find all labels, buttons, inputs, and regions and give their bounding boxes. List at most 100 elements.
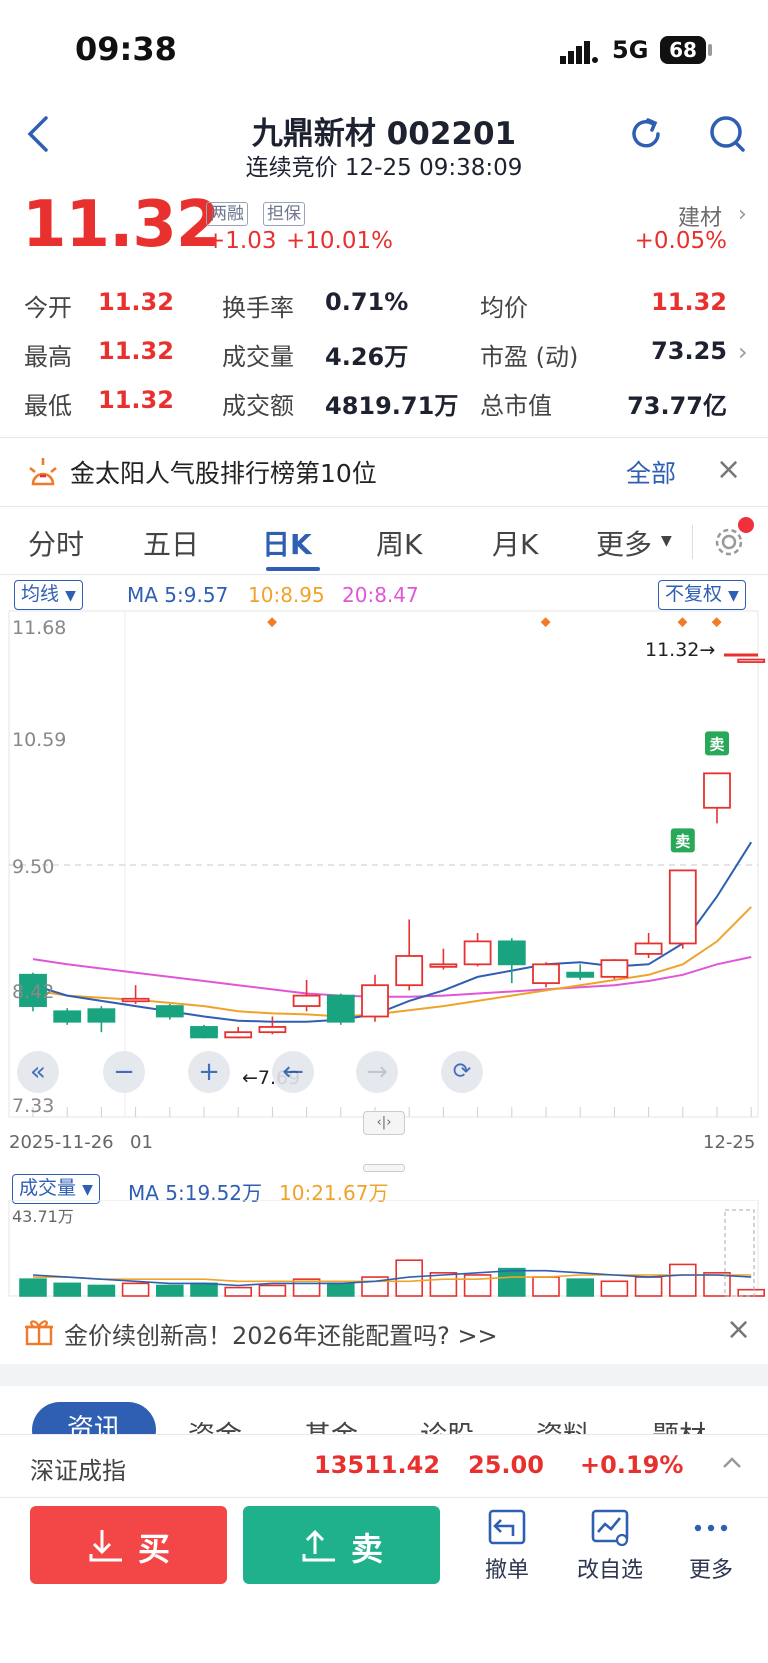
watchlist-icon — [591, 1509, 629, 1547]
volume-bar — [87, 1284, 116, 1297]
chevron-up-icon[interactable] — [718, 1447, 746, 1477]
back-button[interactable] — [18, 112, 58, 156]
volume-bar — [190, 1282, 218, 1297]
candle — [292, 979, 321, 1012]
ma20-line — [32, 956, 752, 998]
volume-bar — [463, 1274, 492, 1297]
volume-bar — [497, 1267, 526, 1297]
stat-label: 总市值 — [480, 392, 552, 420]
volume-bar — [19, 1278, 47, 1297]
sell-button[interactable]: 卖 — [243, 1506, 440, 1584]
info-tab-fund[interactable]: 基金 — [304, 1414, 358, 1434]
tab-five-day[interactable]: 五日 — [143, 528, 200, 561]
info-tab-diagnose[interactable]: 诊股 — [420, 1414, 474, 1434]
more-button[interactable]: 更多 — [674, 1508, 748, 1588]
event-marker-icon[interactable] — [540, 617, 551, 628]
sector-pct: +0.05% — [634, 228, 727, 254]
candle — [600, 959, 629, 979]
caret-down-icon: ▼ — [728, 588, 739, 604]
vol-ma5-value: MA 5:19.52万 — [128, 1181, 263, 1205]
stat-value: 11.32 — [98, 337, 174, 365]
stat-label: 成交额 — [222, 392, 294, 420]
stat-label: 最高 — [24, 343, 72, 371]
event-marker-icon[interactable] — [267, 617, 277, 628]
promo-close-icon[interactable]: × — [726, 1312, 752, 1347]
refresh-button[interactable] — [626, 114, 666, 154]
tab-weekly-k[interactable]: 周K — [376, 528, 423, 561]
info-tab-news[interactable]: 资讯 — [32, 1402, 156, 1434]
volume-max-label: 43.71万 — [12, 1207, 74, 1226]
banner-close-icon[interactable]: × — [716, 452, 742, 487]
volume-dropdown[interactable]: 成交量 ▼ — [12, 1174, 100, 1204]
step-left-button[interactable]: ← — [272, 1051, 314, 1093]
candle — [737, 658, 766, 663]
candle — [429, 948, 458, 970]
status-time: 09:38 — [75, 30, 177, 68]
notification-dot — [738, 517, 754, 533]
candle — [497, 938, 526, 984]
tab-monthly-k[interactable]: 月K — [492, 528, 539, 561]
search-button[interactable] — [708, 112, 748, 156]
status-bar: 09:38 5G 68 — [0, 0, 768, 100]
zoom-in-button[interactable]: + — [188, 1051, 230, 1093]
buy-arrow-icon — [89, 1530, 122, 1562]
caret-down-icon: ▼ — [65, 588, 76, 604]
sell-signal-badge[interactable]: 卖 — [705, 731, 729, 756]
tab-daily-k[interactable]: 日K — [262, 528, 312, 561]
caret-down-icon: ▼ — [82, 1182, 93, 1198]
chart-resize-handle[interactable]: ‹|› — [363, 1111, 405, 1135]
ma20-value: 20:8.47 — [342, 583, 419, 607]
stats-grid: 今开 11.32 换手率 0.71% 均价 11.32 最高 11.32 成交量… — [0, 280, 768, 430]
cancel-order-button[interactable]: 撤单 — [470, 1508, 544, 1588]
tag-margin: 两融 — [206, 202, 248, 226]
volume-svg: 43.71万 — [8, 1199, 766, 1297]
battery-level: 68 — [669, 38, 697, 62]
event-marker-icon[interactable] — [677, 617, 688, 628]
zoom-out-button[interactable]: − — [103, 1051, 145, 1093]
cancel-order-icon — [488, 1509, 526, 1545]
ranking-banner[interactable]: 金太阳人气股排行榜第10位 全部 × — [0, 438, 768, 506]
event-marker-icon[interactable] — [711, 617, 722, 628]
adjust-dropdown[interactable]: 不复权 ▼ — [658, 580, 746, 610]
cancel-order-label: 撤单 — [484, 1558, 529, 1583]
arrow-left-icon: ← — [282, 1057, 304, 1087]
rotate-button[interactable]: ⟳ — [441, 1051, 483, 1093]
promo-bar[interactable]: 金价续创新高！2026年还能配置吗? >> × — [0, 1298, 768, 1364]
candle — [668, 869, 697, 949]
y-label-3: 9.50 — [12, 856, 54, 878]
scroll-left-button[interactable]: « — [17, 1051, 59, 1093]
candle — [190, 1024, 218, 1039]
stat-label: 均价 — [480, 294, 528, 322]
price-change: +1.03 — [206, 228, 277, 254]
ma5-value: MA 5:9.57 — [127, 583, 229, 607]
volume-bar — [156, 1284, 184, 1297]
sell-signal-badge[interactable]: 卖 — [670, 828, 695, 853]
candle — [87, 1006, 116, 1033]
sector-name[interactable]: 建材 — [678, 206, 723, 231]
ma10-value: 10:8.95 — [248, 583, 325, 607]
ma-dropdown[interactable]: 均线 ▼ — [14, 580, 83, 610]
index-bar[interactable]: 深证成指 13511.42 25.00 +0.19% — [0, 1434, 768, 1498]
chart-tabs: 分时 五日 日K 周K 月K 更多 ▼ — [0, 507, 768, 573]
volume-chart[interactable]: 43.71万 — [0, 1199, 768, 1298]
settings-button[interactable] — [712, 525, 746, 559]
kline-chart[interactable]: 卖卖 11.68 10.59 9.50 8.42 7.33 11.32→ ←7.… — [0, 610, 768, 1170]
info-tab-theme[interactable]: 题材 — [652, 1414, 706, 1434]
gift-icon — [24, 1316, 54, 1346]
stock-subtitle: 连续竞价 12-25 09:38:09 — [245, 155, 523, 181]
edit-watchlist-button[interactable]: 改自选 — [568, 1508, 652, 1588]
step-right-button[interactable]: → — [356, 1051, 398, 1093]
candle — [53, 1008, 82, 1025]
stats-chevron-icon[interactable]: › — [738, 338, 748, 366]
sector-chevron-icon[interactable]: › — [738, 202, 747, 227]
volume-dropdown-label: 成交量 — [19, 1177, 77, 1199]
buy-button[interactable]: 买 — [30, 1506, 227, 1584]
tab-more[interactable]: 更多 — [596, 528, 653, 561]
stat-label: 最低 — [24, 392, 72, 420]
banner-all-link[interactable]: 全部 — [626, 459, 677, 488]
svg-text:卖: 卖 — [675, 832, 690, 850]
info-tab-funds[interactable]: 资金 — [188, 1414, 242, 1434]
info-tab-profile[interactable]: 资料 — [536, 1414, 590, 1434]
more-label: 更多 — [688, 1558, 733, 1583]
tab-intraday[interactable]: 分时 — [28, 528, 85, 561]
